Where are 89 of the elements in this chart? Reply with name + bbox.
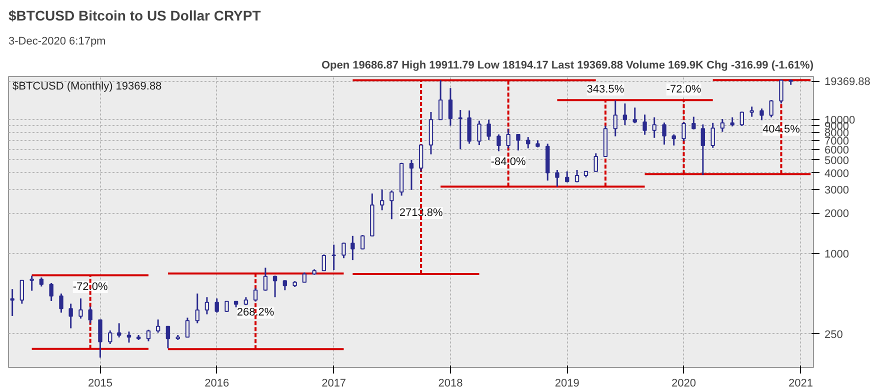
chart-title: $BTCUSD Bitcoin to US Dollar CRYPT (8, 8, 262, 24)
annotation: 404.5% (762, 124, 800, 136)
candlestick (20, 279, 24, 304)
candlestick (195, 292, 200, 324)
candlestick (390, 190, 394, 220)
candlestick (88, 306, 92, 324)
candlestick (49, 282, 54, 302)
candlestick (642, 114, 647, 136)
annotation: -72.0% (72, 280, 108, 293)
candlestick (10, 288, 14, 317)
candlestick (342, 242, 346, 259)
candlestick (204, 296, 210, 316)
annotation: -72.0% (666, 83, 702, 96)
candlestick (750, 106, 754, 118)
candlestick (214, 298, 219, 314)
candlestick (662, 122, 666, 146)
text: Open 19686.87 High 19911.79 Low 18194.17 Last 19369.88 Volume 169.9K Chg -316.99 (-1.61%) (321, 60, 814, 72)
candlestick (282, 279, 288, 291)
candlestick (710, 122, 715, 149)
candlestick (574, 169, 580, 183)
x-tick-label: 2020 (672, 378, 696, 389)
y-tick-label: 1000 (824, 248, 849, 260)
candlestick (126, 330, 132, 344)
annotation: 343.5% (586, 83, 624, 96)
candlestick (622, 102, 628, 126)
candlestick (486, 118, 491, 141)
candlestick (263, 266, 268, 292)
candlestick (68, 302, 73, 330)
y-tick-label: 3000 (824, 184, 849, 197)
x-tick-label: 2021 (788, 378, 813, 389)
candlestick (98, 318, 102, 358)
candlestick (467, 110, 472, 144)
candlestick (448, 87, 453, 126)
candlestick (332, 244, 336, 271)
candlestick (116, 322, 122, 338)
x-tick-label: 2015 (88, 378, 112, 389)
y-tick-label: 6000 (824, 144, 849, 156)
candlestick (156, 318, 160, 334)
candlestick (39, 276, 44, 288)
candlestick (672, 134, 676, 146)
candlestick (166, 325, 170, 350)
candlestick (692, 116, 696, 130)
candlestick (760, 108, 764, 121)
candlestick (613, 100, 618, 138)
y-tick-label: 5000 (824, 154, 849, 167)
candlestick (418, 144, 424, 172)
y-tick-label: 250 (824, 328, 843, 341)
candlestick (594, 152, 598, 172)
candlestick (458, 109, 462, 150)
y-tick-label: 4000 (824, 168, 849, 180)
candlestick (409, 159, 414, 191)
candlestick (380, 188, 384, 211)
candlestick (740, 110, 744, 127)
candlestick (516, 134, 520, 152)
candlestick (700, 124, 706, 176)
annotation: 268.2% (236, 306, 274, 319)
candlestick (253, 287, 258, 302)
chart-subtitle: 3-Dec-2020 6:17pm (8, 36, 106, 48)
candlestick (30, 274, 34, 292)
candlestick (78, 298, 83, 320)
candlestick (632, 106, 637, 124)
y-tick-label: 2000 (824, 208, 849, 220)
candlestick (322, 254, 326, 272)
candlestick (59, 292, 64, 314)
candlestick (555, 169, 560, 188)
candlestick (652, 116, 656, 139)
candlestick (682, 121, 686, 142)
y-tick-label: 19369.88 (824, 76, 870, 88)
candlestick (146, 329, 151, 342)
candlestick (769, 99, 774, 118)
annotation: -84.0% (490, 156, 526, 168)
x-tick-label: 2016 (204, 378, 230, 389)
candlestick (272, 274, 278, 298)
x-tick-label: 2019 (554, 378, 580, 389)
candlestick (730, 116, 734, 128)
candlestick (506, 128, 510, 150)
candlestick (360, 234, 365, 250)
candlestick (720, 118, 725, 133)
candlestick (526, 136, 530, 150)
candlestick (108, 330, 112, 345)
candlestick (496, 134, 501, 152)
candlestick (350, 235, 355, 261)
annotation: $BTCUSD (Monthly) 19369.88 (12, 80, 162, 92)
candlestick (477, 120, 482, 146)
annotation: 2713.8% (399, 207, 443, 220)
x-tick-label: 2018 (438, 378, 463, 389)
x-tick-label: 2017 (322, 378, 346, 389)
candlestick (438, 79, 443, 120)
candlestick (185, 316, 190, 338)
